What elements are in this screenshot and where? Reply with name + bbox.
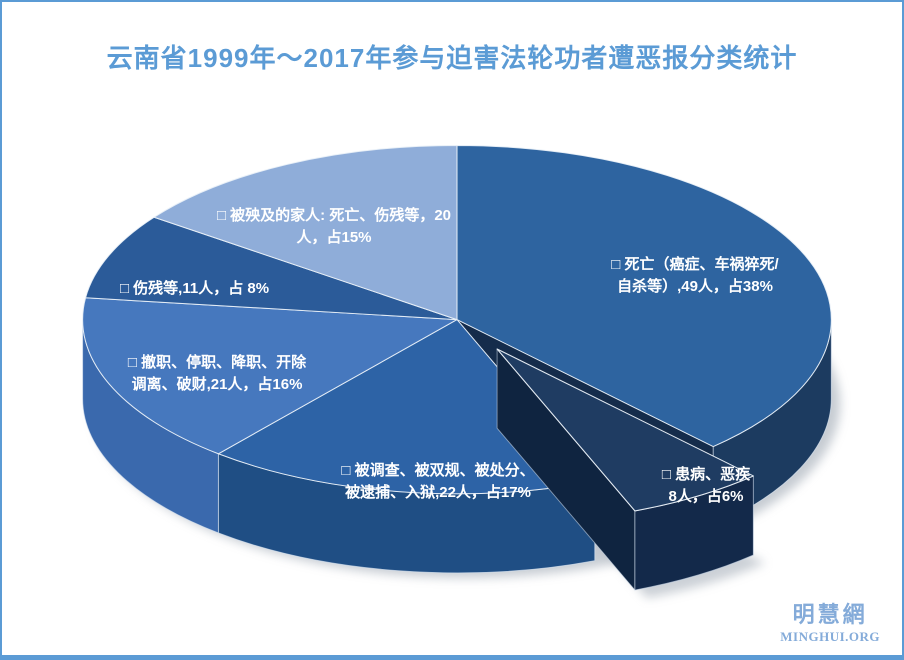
pie-slice-illness [496,348,754,512]
pie-slice-dismissed [82,297,458,455]
minghui-logo-english: MINGHUI.ORG [780,629,880,644]
pie-slice-family [153,144,458,321]
pie-slice-death [456,144,832,448]
minghui-logo: 明慧網 MINGHUI.ORG [780,597,880,645]
chart-title: 云南省1999年～2017年参与迫害法轮功者遭恶报分类统计 [106,43,798,73]
minghui-logo-chinese: 明慧網 [792,602,868,627]
pie-slice-injured [85,216,458,321]
